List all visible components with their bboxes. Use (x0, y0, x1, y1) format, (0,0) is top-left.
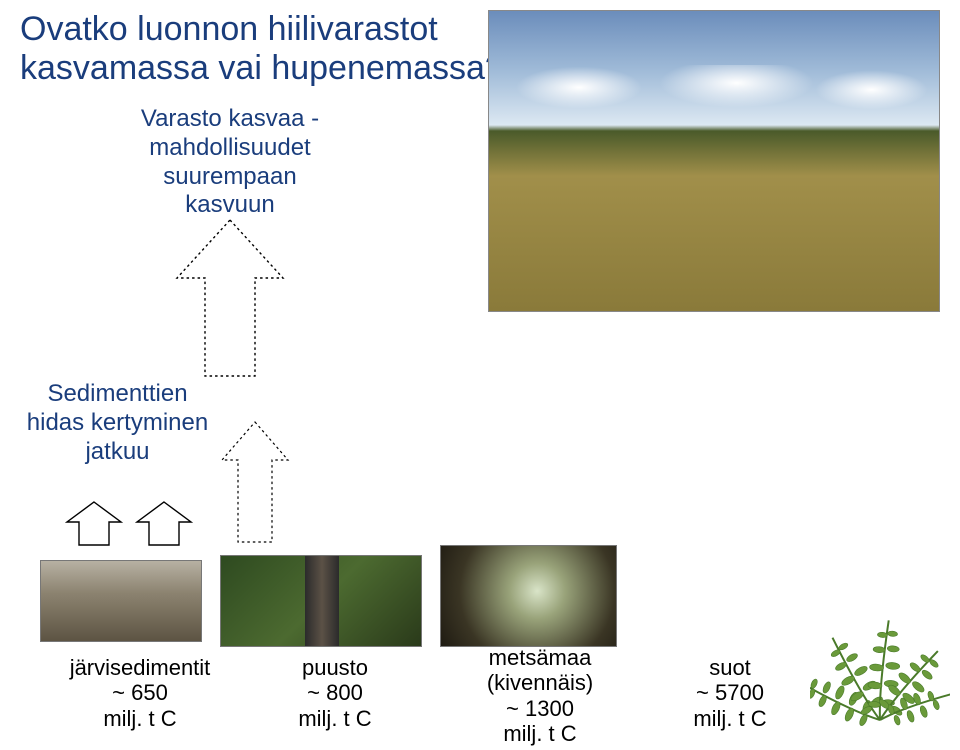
small-up-arrow-b (135, 500, 193, 548)
item3-value: ~ 5700 (696, 680, 764, 705)
page-title: Ovatko luonnon hiilivarastot kasvamassa … (20, 10, 504, 88)
subtitle-l1: Varasto kasvaa - (141, 105, 319, 132)
small-up-arrow-a (65, 500, 123, 548)
item2-value: ~ 1300 (506, 696, 574, 721)
item-jarvisedimentit: järvisedimentit ~ 650 milj. t C (50, 655, 230, 731)
item2-name: metsämaa (kivennäis) (487, 645, 593, 695)
thumb-lichen (440, 545, 617, 647)
item-puusto: puusto ~ 800 milj. t C (275, 655, 395, 731)
sed-l3: jatkuu (85, 438, 149, 465)
item3-unit: milj. t C (693, 706, 766, 731)
title-line2: kasvamassa vai hupenemassa? (20, 49, 504, 87)
thumb-sediment (40, 560, 202, 642)
item1-unit: milj. t C (298, 706, 371, 731)
item-metsamaa: metsämaa (kivennäis) ~ 1300 milj. t C (455, 645, 625, 746)
landscape-photo (488, 10, 940, 312)
fern-icon (810, 590, 950, 730)
item0-value: ~ 650 (112, 680, 168, 705)
tree-trunk-icon (305, 556, 339, 646)
large-dotted-up-arrow (175, 218, 285, 380)
item1-name: puusto (302, 655, 368, 680)
subtitle-l2: mahdollisuudet (149, 134, 310, 161)
sediment-label: Sedimenttien hidas kertyminen jatkuu (20, 380, 215, 466)
subtitle-l4: kasvuun (185, 191, 274, 218)
thumb-forest (220, 555, 422, 647)
medium-dotted-up-arrow (220, 420, 290, 545)
sed-l1: Sedimenttien (47, 380, 187, 407)
item-suot: suot ~ 5700 milj. t C (670, 655, 790, 731)
item0-unit: milj. t C (103, 706, 176, 731)
sed-l2: hidas kertyminen (27, 409, 208, 436)
title-line1: Ovatko luonnon hiilivarastot (20, 10, 438, 48)
item1-value: ~ 800 (307, 680, 363, 705)
item2-unit: milj. t C (503, 721, 576, 746)
item3-name: suot (709, 655, 751, 680)
item0-name: järvisedimentit (70, 655, 211, 680)
subtitle-l3: suurempaan (163, 163, 296, 190)
subtitle-block: Varasto kasvaa - mahdollisuudet suurempa… (120, 105, 340, 220)
